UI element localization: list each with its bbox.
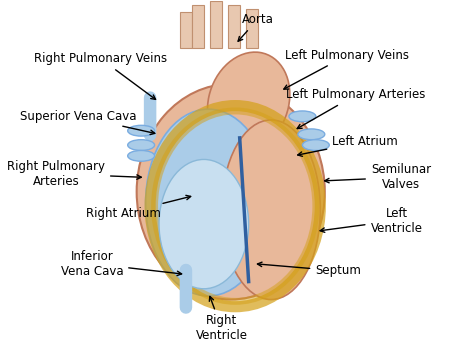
Bar <box>210 1 222 48</box>
Ellipse shape <box>289 111 316 122</box>
Text: Septum: Septum <box>257 262 361 277</box>
Bar <box>192 5 204 48</box>
Text: Superior Vena Cava: Superior Vena Cava <box>20 110 155 135</box>
Ellipse shape <box>159 159 249 289</box>
Ellipse shape <box>128 140 155 151</box>
Text: Semilunar
Valves: Semilunar Valves <box>325 163 431 191</box>
Ellipse shape <box>208 52 290 152</box>
Text: Left Pulmonary Arteries: Left Pulmonary Arteries <box>286 88 426 129</box>
Text: Right Pulmonary Veins: Right Pulmonary Veins <box>34 52 167 100</box>
Text: Right Atrium: Right Atrium <box>86 195 191 220</box>
Text: Left Pulmonary Veins: Left Pulmonary Veins <box>284 49 409 89</box>
Text: Left Atrium: Left Atrium <box>298 135 398 156</box>
Text: Aorta: Aorta <box>238 13 273 41</box>
Bar <box>246 9 257 48</box>
Text: Left
Ventricle: Left Ventricle <box>320 206 422 235</box>
Ellipse shape <box>298 129 325 140</box>
Ellipse shape <box>128 125 155 136</box>
Ellipse shape <box>222 120 320 299</box>
Ellipse shape <box>137 84 325 299</box>
Text: Right
Ventricle: Right Ventricle <box>196 296 248 342</box>
Bar <box>228 5 240 48</box>
Ellipse shape <box>146 109 271 296</box>
Text: Inferior
Vena Cava: Inferior Vena Cava <box>61 250 182 278</box>
Ellipse shape <box>128 151 155 161</box>
Text: Right Pulmonary
Arteries: Right Pulmonary Arteries <box>7 160 141 188</box>
Ellipse shape <box>302 140 329 151</box>
Bar <box>180 12 192 48</box>
